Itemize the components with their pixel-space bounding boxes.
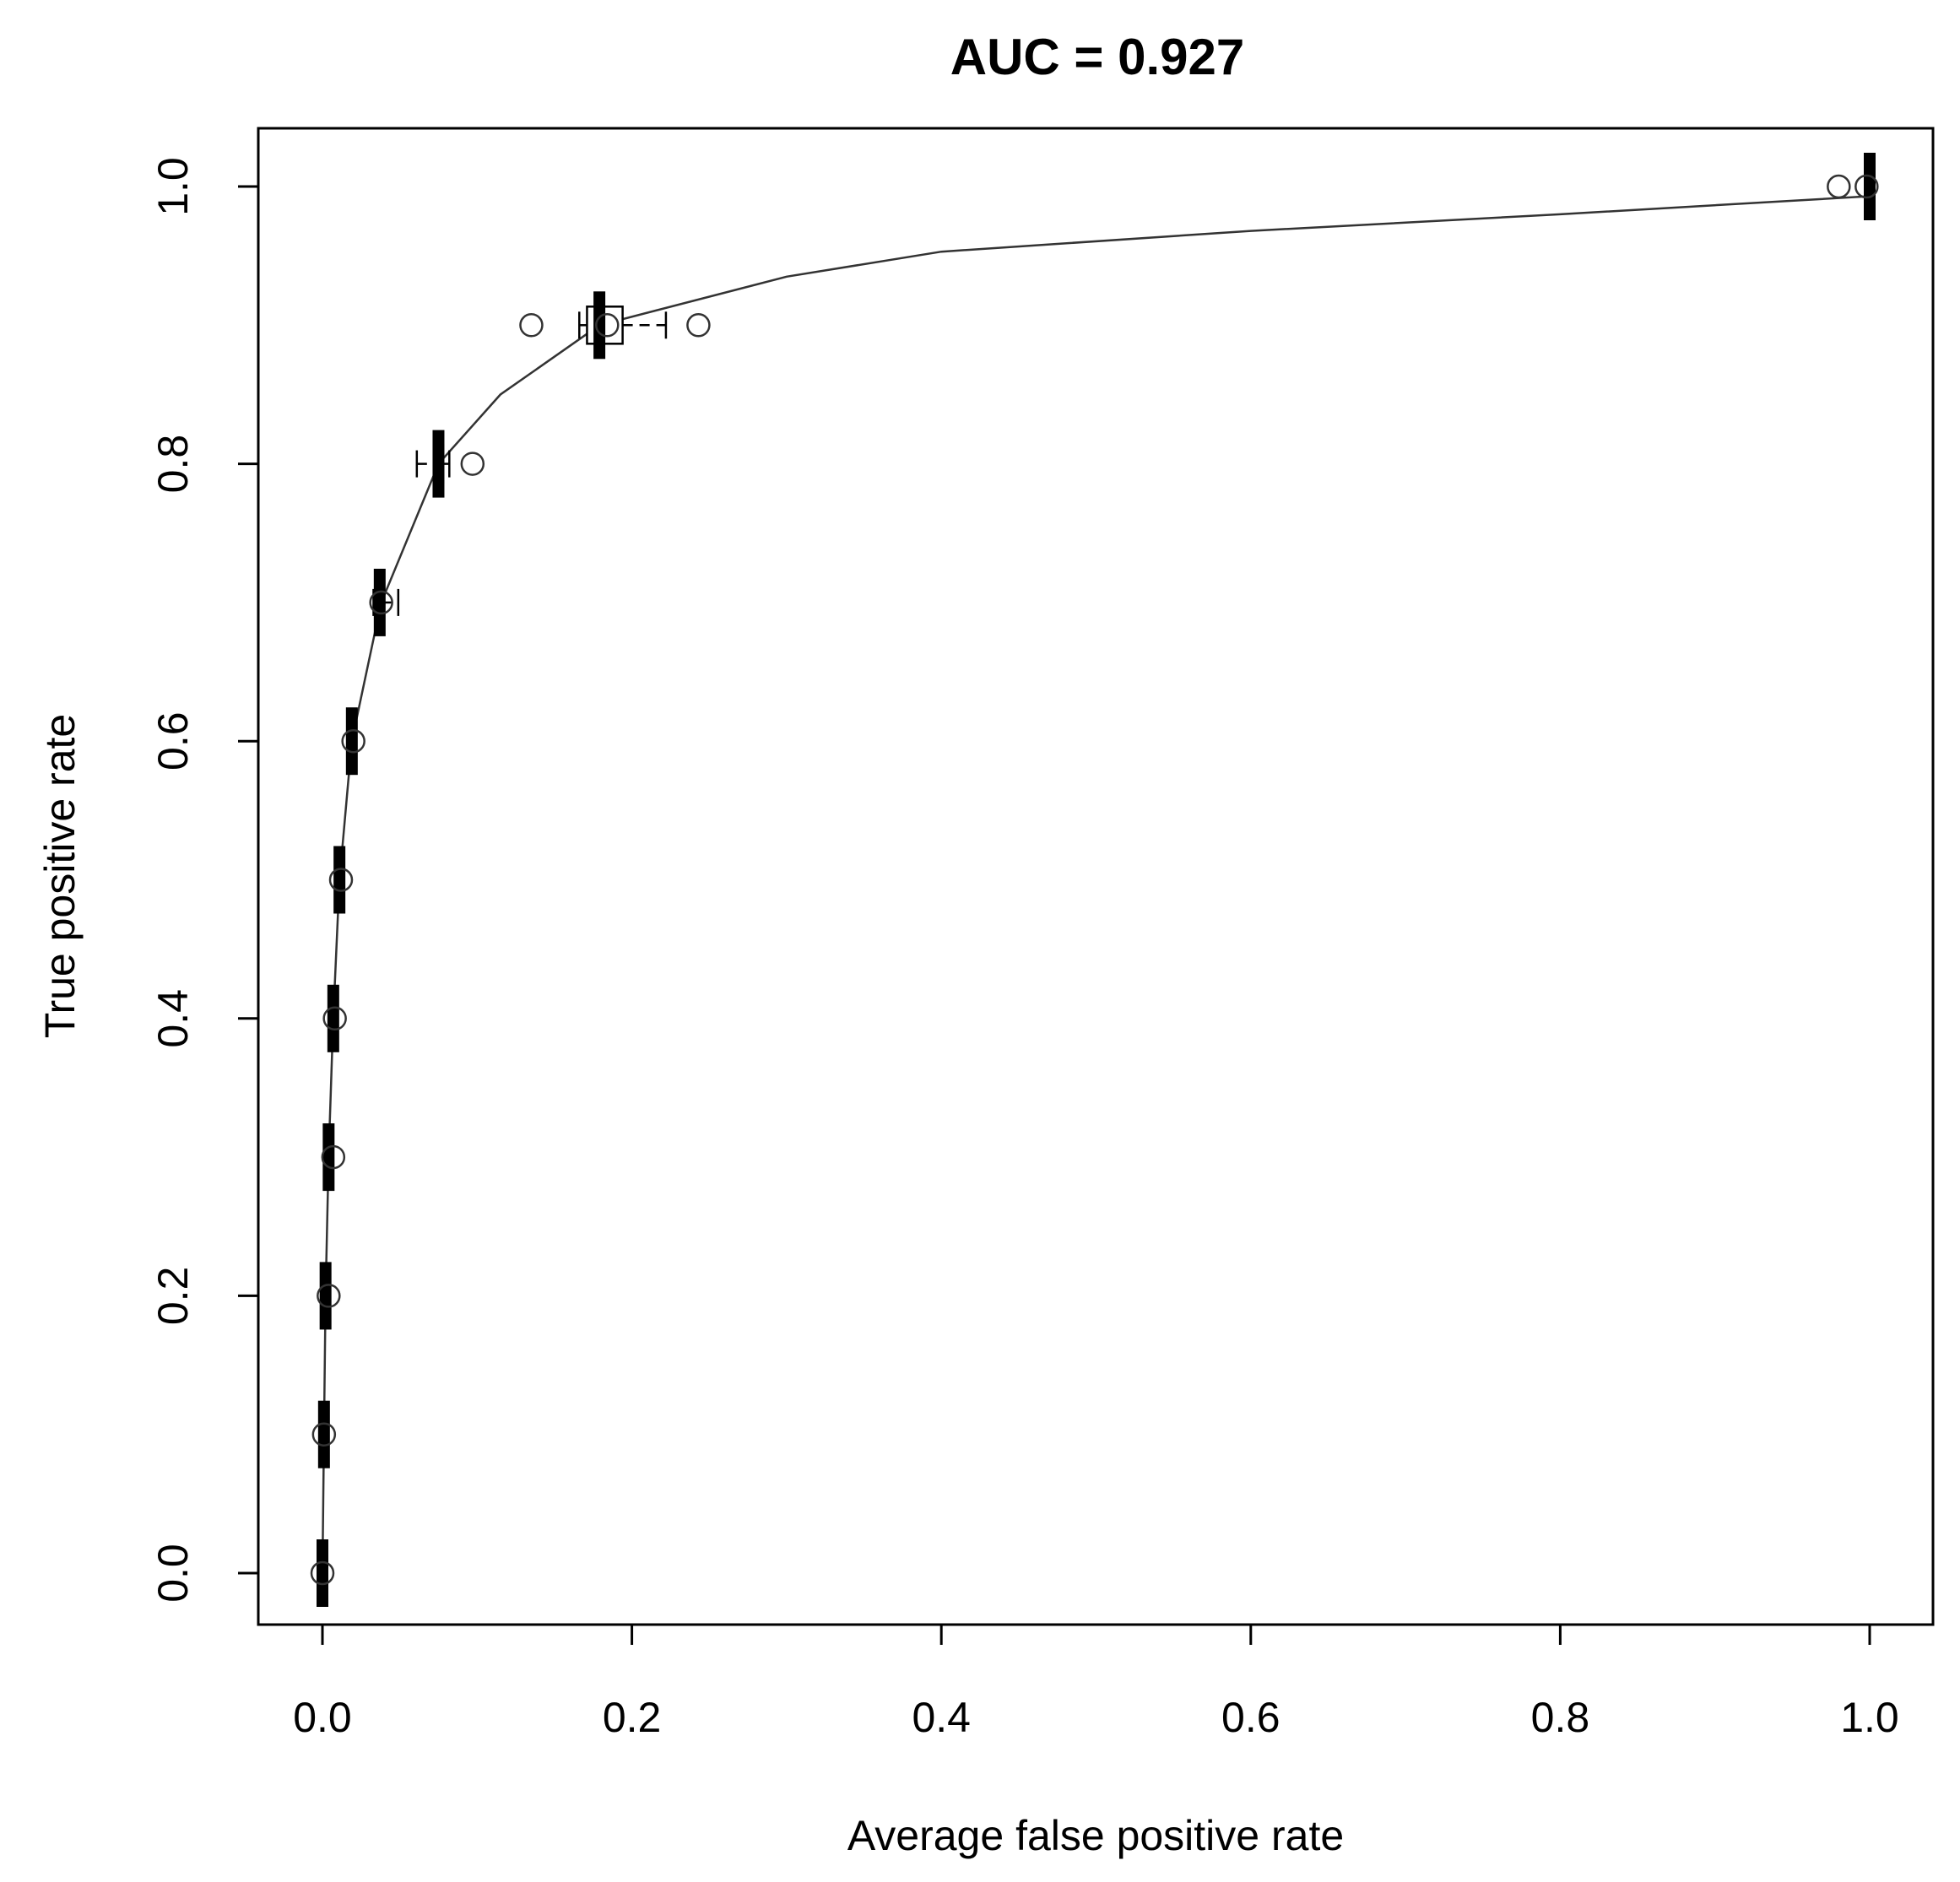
boxplot: [578, 291, 668, 360]
boxplot-outlier: [328, 868, 354, 892]
outlier-layer: [310, 174, 1879, 1586]
boxplot: [333, 846, 346, 914]
y-axis: 0.0 0.2 0.4 0.6 0.8 1.0: [149, 157, 260, 1603]
boxplot-outlier: [341, 728, 365, 754]
boxplot-median: [593, 291, 606, 360]
boxplot-median: [317, 1400, 330, 1468]
boxplot-outlier: [519, 313, 544, 338]
boxplot: [327, 984, 339, 1052]
x-tick-label: 0.0: [293, 1694, 352, 1741]
boxplot: [372, 568, 400, 636]
y-tick-label: 0.6: [149, 711, 197, 771]
boxplot: [319, 1262, 332, 1330]
boxplot-outlier: [595, 313, 620, 338]
boxplot-median: [333, 846, 346, 914]
boxplot-outlier: [310, 1560, 335, 1586]
x-tick-label: 0.6: [1221, 1694, 1280, 1741]
boxplot: [317, 1539, 328, 1607]
boxplot-median: [345, 707, 358, 776]
series-layer: [321, 195, 1871, 1574]
y-tick-label: 0.4: [149, 989, 197, 1048]
boxplot-outlier: [460, 452, 485, 476]
y-axis-label: True positive rate: [36, 714, 84, 1038]
boxplot-median: [319, 1262, 332, 1330]
boxplot-median: [327, 984, 339, 1052]
boxplot: [322, 1123, 335, 1192]
boxplot: [415, 430, 451, 498]
x-axis: 0.0 0.2 0.4 0.6 0.8 1.0: [293, 1623, 1899, 1741]
boxplot-outlier: [369, 590, 393, 615]
boxplot-outlier: [311, 1422, 337, 1447]
roc-curve-line: [321, 195, 1871, 1574]
plot-frame: [257, 127, 1935, 1626]
x-axis-label: Average false positive rate: [847, 1812, 1344, 1859]
boxplot-layer: [317, 153, 1876, 1607]
boxplot-outlier: [317, 1284, 341, 1308]
boxplot-median: [317, 1539, 328, 1607]
boxplot-outlier: [686, 313, 711, 338]
boxplot-median: [373, 568, 386, 636]
boxplot-outlier: [1854, 174, 1879, 199]
boxplot-outlier: [321, 1144, 346, 1170]
y-tick-label: 0.0: [149, 1544, 197, 1603]
boxplot: [345, 707, 358, 776]
boxplot: [1864, 153, 1876, 220]
boxplot-median: [322, 1123, 335, 1192]
x-tick-label: 1.0: [1840, 1694, 1899, 1741]
chart-title: AUC = 0.927: [950, 29, 1245, 85]
boxplot-outlier: [322, 1006, 347, 1031]
boxplot: [317, 1400, 330, 1468]
boxplot-median: [1864, 153, 1876, 220]
boxplot-outlier: [1827, 174, 1851, 199]
y-tick-label: 0.2: [149, 1267, 197, 1326]
y-tick-label: 0.8: [149, 435, 197, 494]
boxplot-median: [432, 430, 445, 498]
x-tick-label: 0.2: [603, 1694, 662, 1741]
x-tick-label: 0.8: [1531, 1694, 1590, 1741]
x-tick-label: 0.4: [912, 1694, 971, 1741]
y-tick-label: 1.0: [149, 157, 197, 216]
